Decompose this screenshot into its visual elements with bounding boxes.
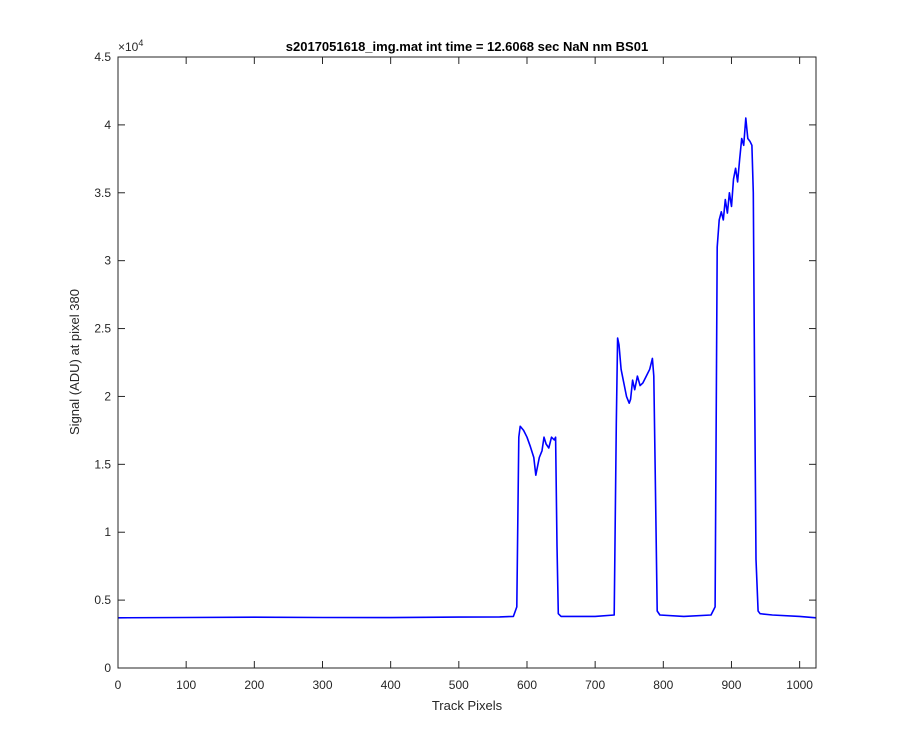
plot-area-background	[118, 57, 816, 668]
x-tick-label: 0	[115, 678, 122, 692]
x-tick-label: 1000	[786, 678, 813, 692]
y-tick-label: 1.5	[94, 457, 111, 471]
chart-title: s2017051618_img.mat int time = 12.6068 s…	[286, 39, 648, 54]
x-tick-label: 300	[312, 678, 332, 692]
y-axis-exponent-power: 4	[138, 38, 143, 48]
y-tick-label: 2	[104, 389, 111, 403]
series-layer	[117, 117, 817, 619]
x-tick-label: 400	[381, 678, 401, 692]
x-tick-label: 700	[585, 678, 605, 692]
y-tick-label: 3	[104, 254, 111, 268]
y-tick-label: 4.5	[94, 50, 111, 64]
x-tick-label: 100	[176, 678, 196, 692]
y-tick-label: 4	[104, 118, 111, 132]
y-tick-label: 0.5	[94, 593, 111, 607]
y-axis-label: Signal (ADU) at pixel 380	[67, 289, 82, 435]
x-axis-label: Track Pixels	[432, 698, 503, 713]
x-tick-label: 900	[721, 678, 741, 692]
x-tick-label: 800	[653, 678, 673, 692]
tick-layer: 0 100 200 300 400 500 600 700 800 900 1000 0 0.5 1 1.5…	[94, 50, 816, 692]
y-axis-exponent-base: ×10	[118, 40, 139, 54]
x-tick-label: 600	[517, 678, 537, 692]
x-tick-label: 500	[449, 678, 469, 692]
y-tick-label: 2.5	[94, 322, 111, 336]
series-line-0	[117, 117, 817, 619]
y-axis-exponent: ×104	[118, 38, 143, 54]
plot-area-frame	[117, 56, 817, 669]
y-tick-label: 3.5	[94, 186, 111, 200]
y-tick-label: 1	[104, 525, 111, 539]
x-tick-label: 200	[244, 678, 264, 692]
y-tick-label: 0	[104, 661, 111, 675]
